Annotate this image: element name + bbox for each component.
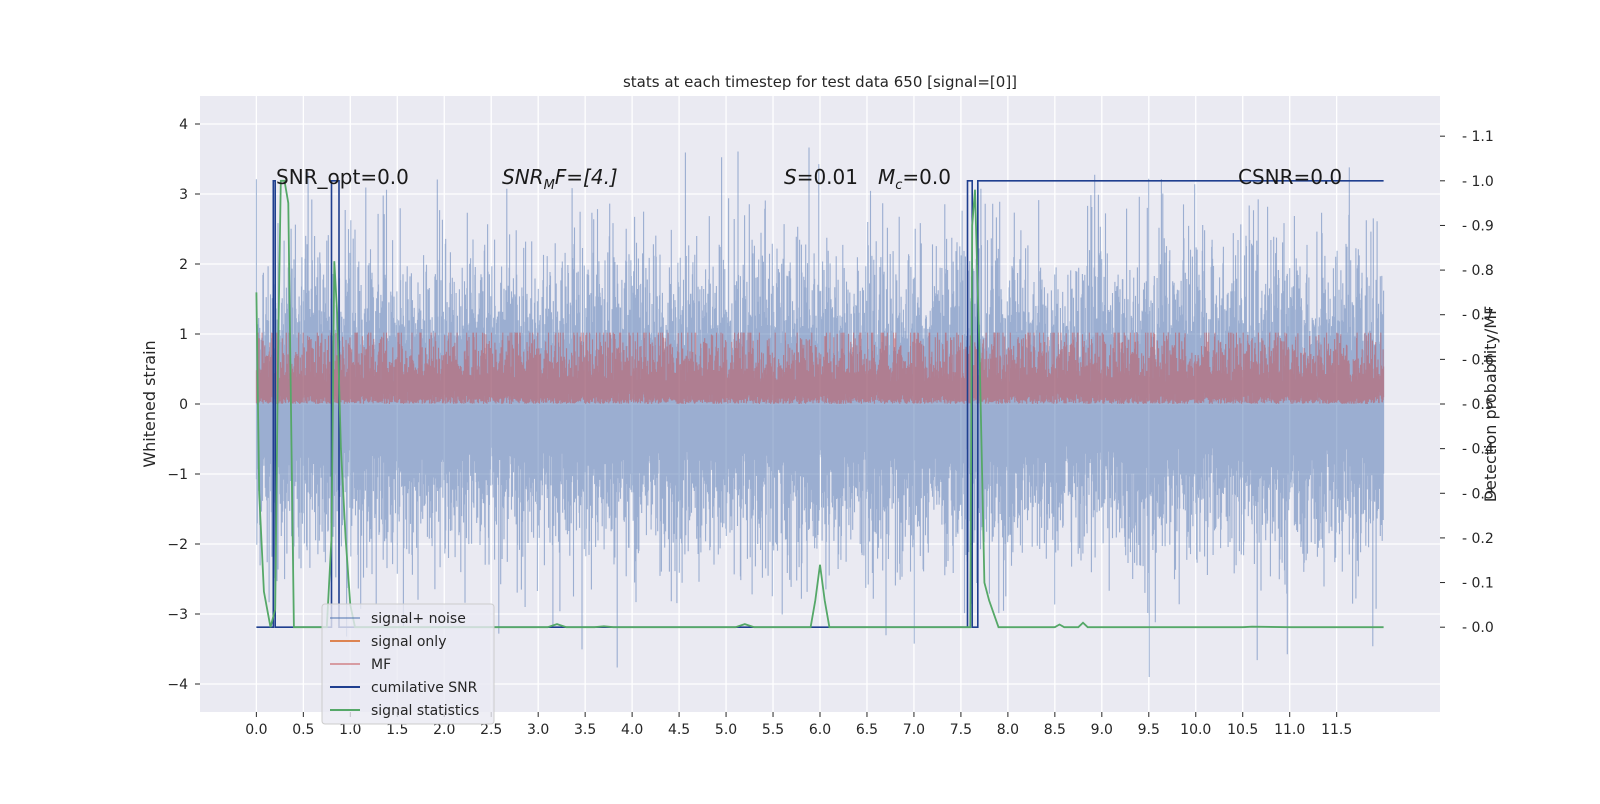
x-tick-label-0: 0.0: [245, 722, 267, 738]
y2-tick-label-8: - 0.8: [1462, 263, 1494, 279]
annotation-csnr: CSNR=0.0: [1238, 165, 1342, 189]
y-tick-label-1: −3: [167, 607, 188, 623]
annotation-snr-mf: SNRMF=[4.]: [502, 165, 618, 193]
y2-tick-label-5: - 0.5: [1462, 397, 1494, 413]
annotation-mc-main: M: [878, 165, 895, 189]
legend-label-4: signal statistics: [371, 703, 479, 719]
x-tick-label-3: 1.5: [386, 722, 408, 738]
y2-tick-label-9: - 0.9: [1462, 218, 1494, 234]
x-tick-label-7: 3.5: [574, 722, 596, 738]
x-tick-label-12: 6.0: [809, 722, 831, 738]
y2-tick-label-4: - 0.4: [1462, 442, 1494, 458]
x-tick-label-2: 1.0: [339, 722, 361, 738]
y2-tick-label-10: - 1.0: [1462, 174, 1494, 190]
x-tick-label-13: 6.5: [856, 722, 878, 738]
y2-tick-label-11: - 1.1: [1462, 129, 1494, 145]
annotation-snr-mf-rest: F=[4.]: [555, 165, 618, 189]
x-tick-label-22: 11.0: [1274, 722, 1305, 738]
y-tick-label-6: 2: [179, 257, 188, 273]
x-tick-label-9: 4.5: [668, 722, 690, 738]
x-tick-label-4: 2.0: [433, 722, 455, 738]
x-tick-label-16: 8.0: [997, 722, 1019, 738]
y-tick-label-3: −1: [167, 467, 188, 483]
y2-tick-label-0: - 0.0: [1462, 620, 1494, 636]
x-tick-label-17: 8.5: [1044, 722, 1066, 738]
y2-tick-label-7: - 0.7: [1462, 308, 1494, 324]
mf-trace: [255, 332, 1385, 404]
annotation-snr-mf-sub: M: [544, 178, 555, 193]
annotation-snr-mf-main: SNR: [502, 165, 544, 189]
series-mf: [255, 332, 1385, 404]
x-tick-label-19: 9.5: [1138, 722, 1160, 738]
y-tick-label-0: −4: [167, 677, 188, 693]
legend-label-0: signal+ noise: [371, 611, 466, 627]
y-tick-label-7: 3: [179, 187, 188, 203]
y2-tick-label-1: - 0.1: [1462, 576, 1494, 592]
x-tick-label-18: 9.0: [1091, 722, 1113, 738]
y-tick-label-8: 4: [179, 117, 188, 133]
signal-statistics-line: [255, 179, 1384, 629]
ticks: 0.0 0.5 1.0 1.5 2.0 2.5 3.0 3.5 4.0 4.5 5.0 5.5 6.0 6…: [167, 117, 1494, 738]
y2-tick-label-6: - 0.6: [1462, 352, 1494, 368]
annotation-mc-rest: =0.0: [902, 165, 951, 189]
y2-axis-label: Detection probability/MF: [1481, 306, 1500, 503]
x-tick-label-6: 3.0: [527, 722, 549, 738]
legend-label-1: signal only: [371, 634, 446, 650]
y-tick-label-5: 1: [179, 327, 188, 343]
legend-box: [321, 603, 495, 725]
y2-tick-label-3: - 0.3: [1462, 486, 1494, 502]
y-tick-label-4: 0: [179, 397, 188, 413]
x-tick-label-11: 5.5: [762, 722, 784, 738]
x-tick-label-10: 5.0: [715, 722, 737, 738]
annotation-s-main: S: [784, 165, 797, 189]
annotation-snr-opt: SNR_opt=0.0: [276, 165, 409, 189]
annotation-s-rest: =0.01: [797, 165, 858, 189]
x-tick-label-14: 7.0: [903, 722, 925, 738]
chart-title: stats at each timestep for test data 650…: [623, 73, 1017, 91]
y-tick-label-2: −2: [167, 537, 188, 553]
x-tick-label-21: 10.5: [1227, 722, 1258, 738]
x-tick-label-8: 4.0: [621, 722, 643, 738]
annotation-s: S=0.01: [784, 165, 858, 189]
legend-label-3: cumilative SNR: [371, 680, 478, 696]
legend-label-2: MF: [371, 657, 391, 673]
x-tick-label-5: 2.5: [480, 722, 502, 738]
annotation-mc-sub: c: [895, 178, 902, 193]
x-tick-label-1: 0.5: [292, 722, 314, 738]
y2-tick-label-2: - 0.2: [1462, 531, 1494, 547]
annotation-mc: Mc=0.0: [878, 165, 951, 193]
cumulative-snr-line: [256, 180, 1384, 629]
x-tick-label-20: 10.0: [1180, 722, 1211, 738]
x-tick-label-23: 11.5: [1321, 722, 1352, 738]
y-axis-label: Whitened strain: [140, 340, 159, 467]
legend: signal+ noise signal only MF cumilative SNR…: [321, 603, 495, 725]
series-lines: [255, 179, 1384, 629]
x-tick-label-15: 7.5: [950, 722, 972, 738]
